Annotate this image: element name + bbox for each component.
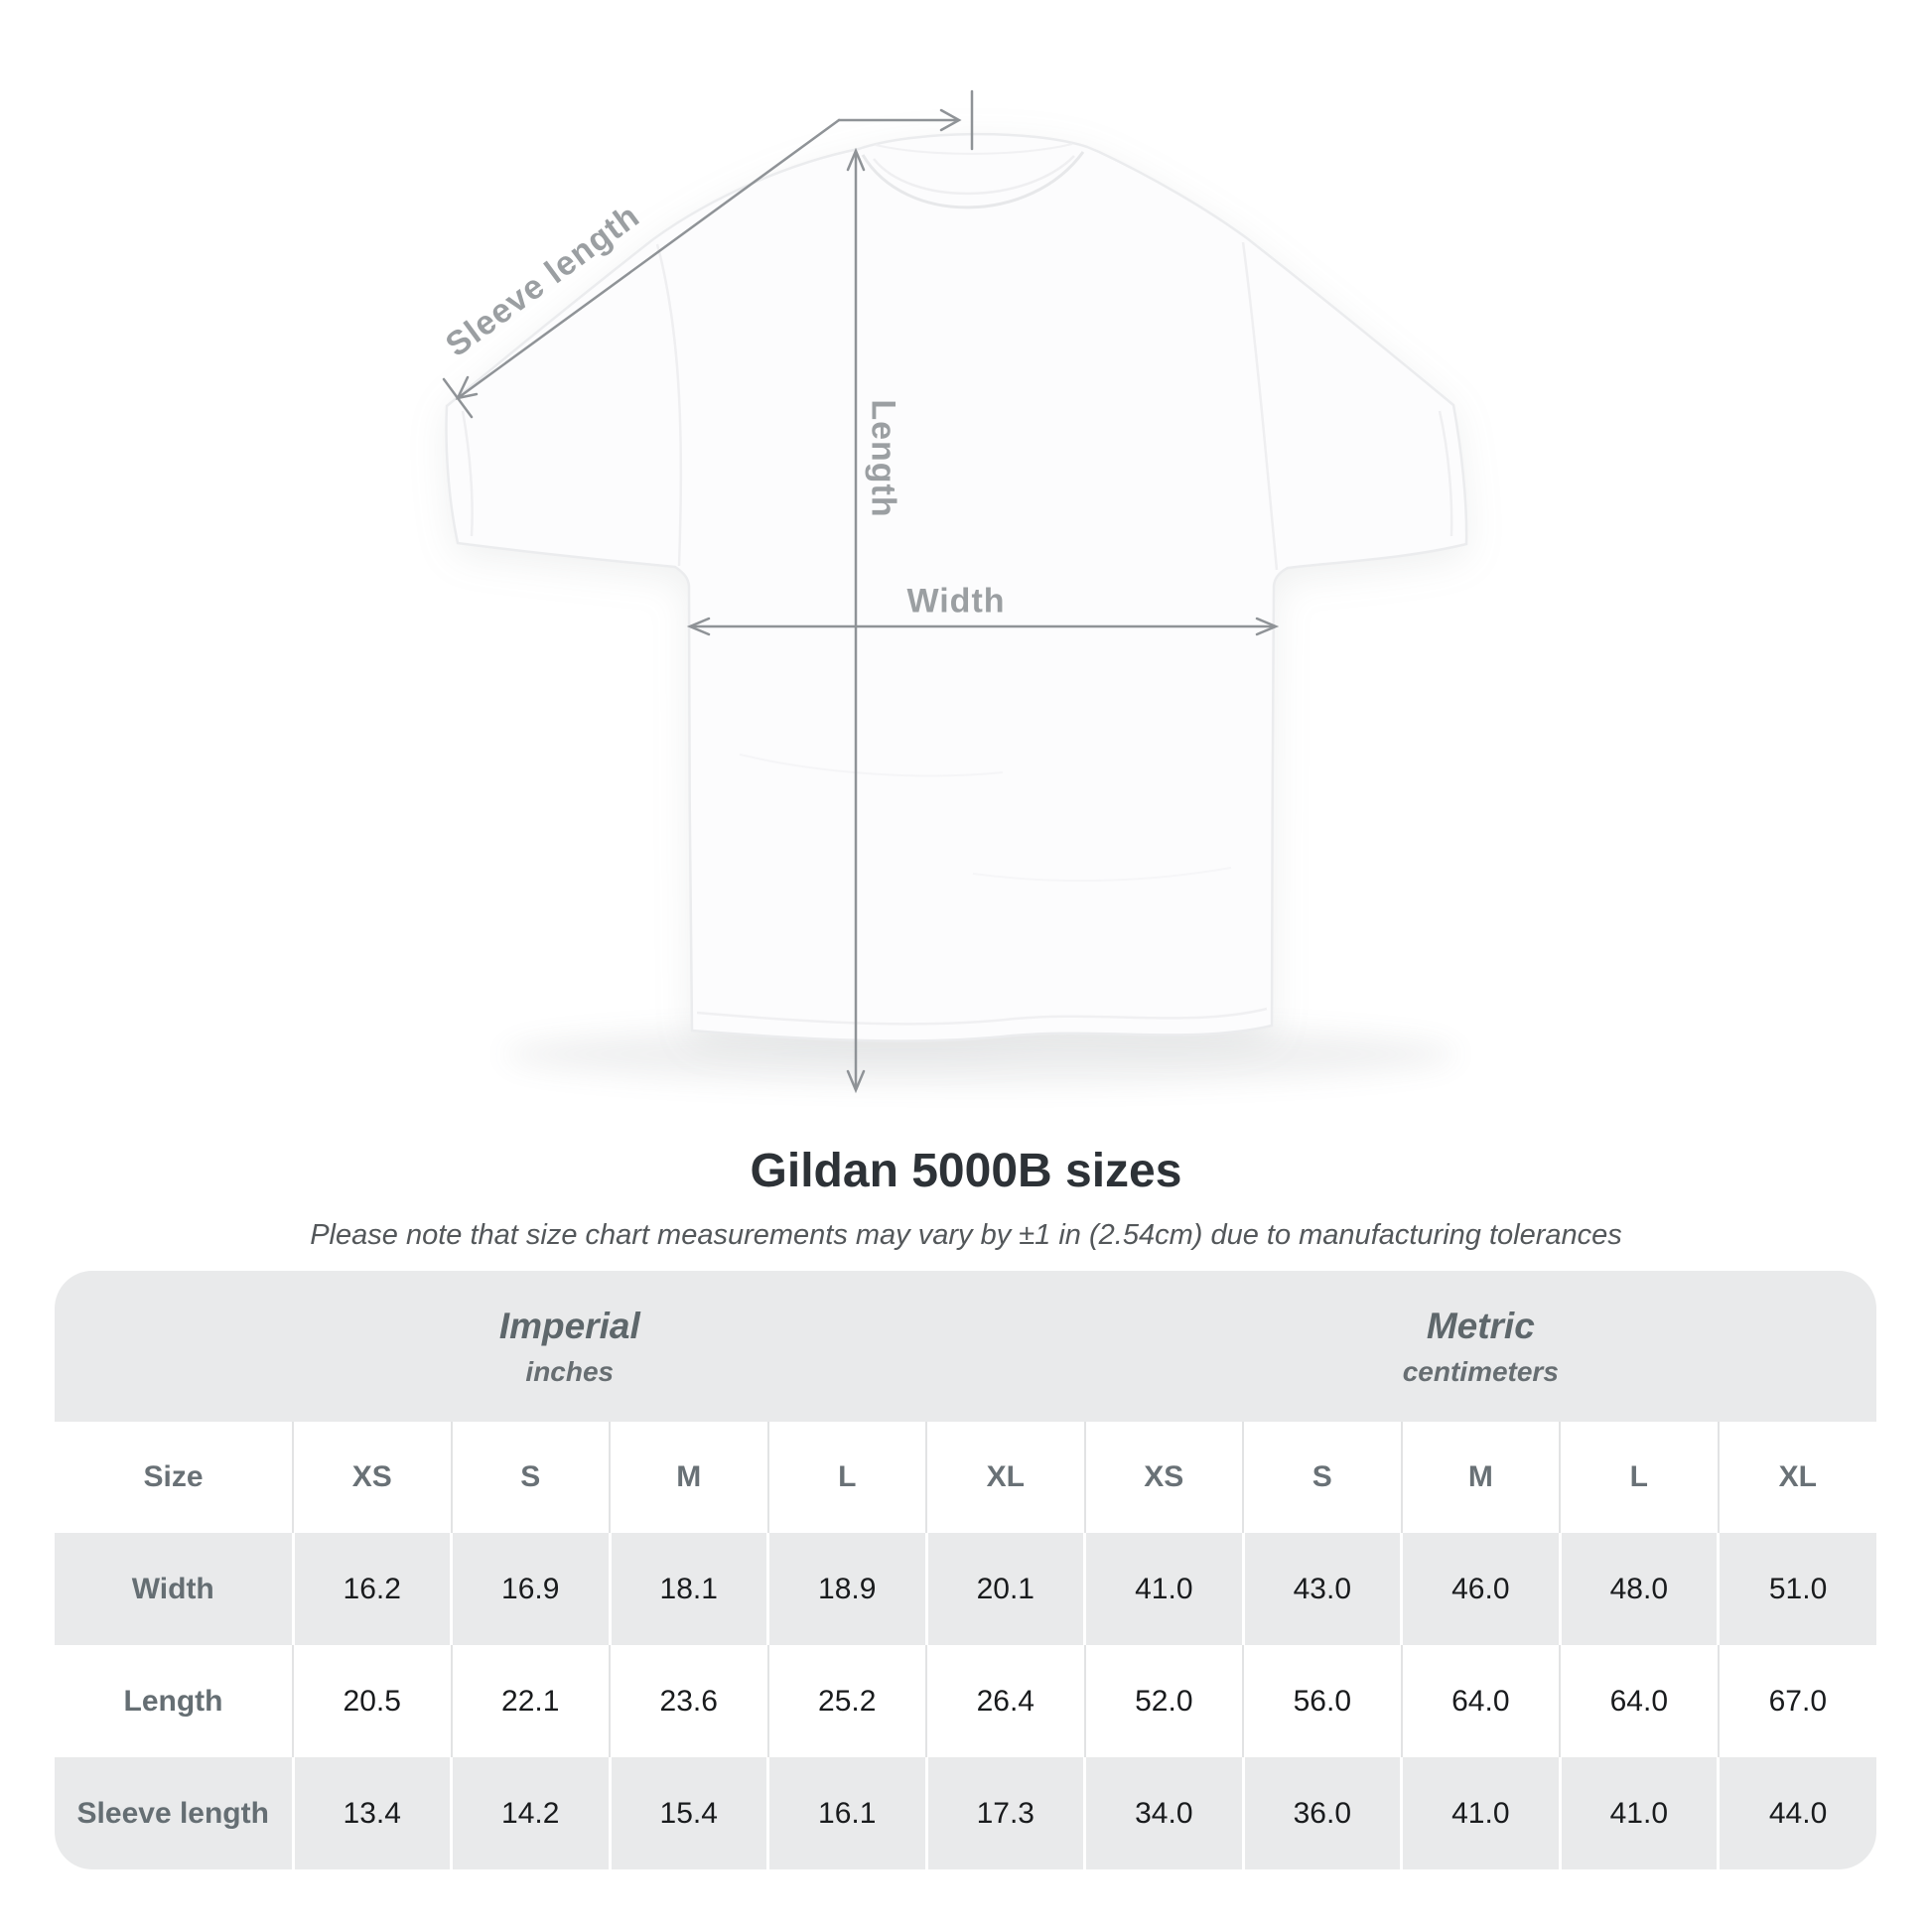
measurement-cell: 56.0	[1242, 1645, 1402, 1757]
tshirt-illustration	[442, 89, 1468, 1094]
measurement-cell: 22.1	[450, 1645, 610, 1757]
size-header-cell: S	[1242, 1422, 1402, 1533]
tolerance-note: Please note that size chart measurements…	[310, 1219, 1622, 1251]
measurement-cell: 15.4	[608, 1757, 768, 1869]
measurement-cell: 44.0	[1717, 1757, 1876, 1869]
metric-unit: centimeters	[1402, 1355, 1559, 1387]
metric-label: Metric	[1426, 1305, 1535, 1346]
measurement-cell: 64.0	[1400, 1645, 1561, 1757]
measurement-cell: 51.0	[1717, 1533, 1876, 1645]
imperial-label: Imperial	[498, 1305, 640, 1346]
size-header-row: Size XS S M L XL XS S M L XL	[55, 1422, 1876, 1533]
size-column-header: Size	[55, 1422, 293, 1533]
shirt-shape	[445, 132, 1468, 1042]
width-label: Width	[906, 582, 1006, 621]
measurement-cell: 41.0	[1400, 1757, 1561, 1869]
measurement-cell: 25.2	[766, 1645, 926, 1757]
table-row: Length 20.5 22.1 23.6 25.2 26.4 52.0 56.0 64.0 64…	[55, 1645, 1876, 1757]
measurement-cell: 20.1	[924, 1533, 1085, 1645]
row-label: Width	[131, 1572, 214, 1605]
measurement-cell: 26.4	[925, 1645, 1085, 1757]
size-header-cell: M	[609, 1422, 768, 1533]
table-row: Width 16.2 16.9 18.1 18.9 20.1 41.0 43.0 46.0 48.…	[55, 1533, 1876, 1645]
measurement-cell: 16.1	[766, 1757, 926, 1869]
size-header-cell: XL	[1717, 1422, 1876, 1533]
measurement-cell: 14.2	[450, 1757, 610, 1869]
measurement-cell: 18.1	[608, 1533, 768, 1645]
size-header-cell: XL	[925, 1422, 1085, 1533]
imperial-unit: inches	[525, 1355, 615, 1387]
measurement-cell: 52.0	[1083, 1645, 1244, 1757]
imperial-header: Imperial inches	[55, 1271, 1085, 1422]
measurement-cell: 18.9	[766, 1533, 926, 1645]
size-header-cell: L	[766, 1422, 926, 1533]
measurement-cell: 23.6	[609, 1645, 768, 1757]
size-header-cell: XS	[1083, 1422, 1244, 1533]
row-label: Sleeve length	[76, 1796, 269, 1830]
row-label: Length	[123, 1684, 223, 1718]
measurement-cell: 41.0	[1083, 1533, 1244, 1645]
measurement-cell: 16.9	[450, 1533, 610, 1645]
measurement-cell: 36.0	[1241, 1757, 1402, 1869]
measurement-cell: 17.3	[924, 1757, 1085, 1869]
measurement-cell: 46.0	[1400, 1533, 1561, 1645]
table-row: Sleeve length 13.4 14.2 15.4 16.1 17.3 34.0 36.…	[55, 1757, 1876, 1869]
unit-header-row: Imperial inches Metric centimeters	[55, 1271, 1876, 1422]
measurement-cell: 16.2	[291, 1533, 452, 1645]
measurement-cell: 67.0	[1717, 1645, 1876, 1757]
size-header-cell: M	[1400, 1422, 1561, 1533]
measurement-cell: 41.0	[1558, 1757, 1719, 1869]
size-header-cell: XS	[292, 1422, 452, 1533]
size-header-cell: L	[1559, 1422, 1719, 1533]
length-label: Length	[864, 399, 902, 518]
measurement-cell: 48.0	[1558, 1533, 1719, 1645]
measurement-cell: 20.5	[292, 1645, 452, 1757]
measurement-cell: 34.0	[1083, 1757, 1244, 1869]
page-title: Gildan 5000B sizes	[750, 1145, 1182, 1197]
measurement-cell: 13.4	[291, 1757, 452, 1869]
shirt-shadow	[504, 1025, 1457, 1084]
size-table: Imperial inches Metric centimeters Size …	[55, 1271, 1876, 1869]
measurement-arrows	[442, 89, 1280, 1094]
size-header-cell: S	[450, 1422, 610, 1533]
measurement-cell: 43.0	[1241, 1533, 1402, 1645]
measurement-cell: 64.0	[1559, 1645, 1719, 1757]
metric-header: Metric centimeters	[1084, 1271, 1876, 1422]
